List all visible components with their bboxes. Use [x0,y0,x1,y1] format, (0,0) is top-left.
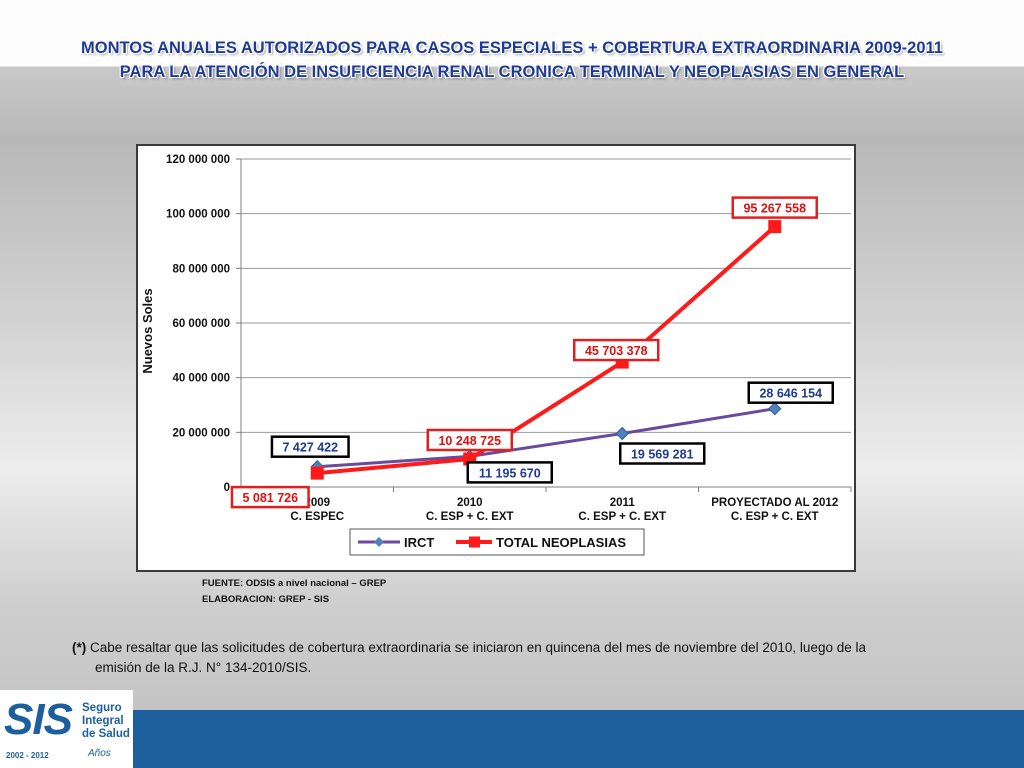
series-line-neoplasias [317,225,777,476]
logo-name-1: Seguro [82,702,122,714]
source-note: FUENTE: ODSIS a nivel nacional – GREP [202,578,387,589]
y-axis-title: Nuevos Soles [140,288,155,373]
irct-data-label: 19 569 281 [631,448,694,462]
y-tick-label: 120 000 000 [166,154,230,166]
y-tick-label: 40 000 000 [172,373,230,385]
data-label-box [747,381,834,404]
x-tick-sublabel: C. ESP + C. EXT [731,511,819,523]
line-chart: 0 20 000 000 40 000 000 60 000 000 80 000 00… [140,154,852,556]
irct-data-label: 11 195 670 [479,466,541,480]
logo-years: 2002 - 2012 [6,751,49,760]
footer-bar [0,710,1024,768]
data-label-box [619,442,706,465]
irct-data-label: 7 427 422 [282,441,338,455]
x-tick-label: PROYECTADO AL 2012 [711,497,838,509]
data-label-box [466,461,553,484]
neoplasias-data-label: 95 267 558 [743,202,806,216]
title-line-1: MONTOS ANUALES AUTORIZADOS PARA CASOS ES… [81,39,943,57]
footnote: (*) Cabe resaltar que las solicitudes de… [72,638,952,678]
x-tick-sublabel: C. ESP + C. EXT [578,511,666,523]
irct-point [768,401,782,416]
neoplasias-data-label: 10 248 725 [438,434,501,448]
legend-neoplasias-label: TOTAL NEOPLASIAS [496,535,626,550]
logo-name-3: de Salud [82,728,130,740]
footnote-mark: (*) [72,640,87,655]
irct-point [615,426,629,441]
x-tick-label: 2011 [610,497,636,509]
y-tick-label: 60 000 000 [172,318,230,330]
chart-panel: 0 20 000 000 40 000 000 60 000 000 80 000 00… [136,144,856,572]
data-label-box [426,428,513,452]
irct-data-label: 28 646 154 [759,387,822,401]
legend-irct-label: IRCT [404,535,434,550]
neoplasias-data-label: 45 703 378 [585,344,648,358]
page-title: MONTOS ANUALES AUTORIZADOS PARA CASOS ES… [0,36,1024,84]
y-tick-label: 0 [224,482,230,494]
elaboration-note: ELABORACION: GREP - SIS [202,594,330,605]
data-label-box [573,338,660,362]
data-label-box [731,196,818,219]
x-tick-label: 2009 [304,497,330,509]
y-tick-label: 20 000 000 [172,427,230,439]
footnote-text-2: emisión de la R.J. N° 134-2010/SIS. [95,660,312,675]
y-tick-label: 100 000 000 [166,209,230,221]
legend-irct-marker [374,537,384,547]
sis-logo: SIS Seguro Integral de Salud 2002 - 2012… [0,690,133,768]
neoplasias-point [768,220,782,234]
x-tick-sublabel: C. ESP + C. EXT [426,511,514,523]
data-label-box [230,485,310,509]
y-tick-label: 80 000 000 [172,263,230,275]
x-tick-sublabel: C. ESPEC [290,511,344,523]
logo-name-2: Integral [82,715,124,727]
footnote-text-1: Cabe resaltar que las solicitudes de cob… [90,640,866,655]
x-tick-label: 2010 [457,497,483,509]
logo-sis-text: SIS [4,695,73,744]
legend-neoplasias-marker [469,536,480,548]
logo-name: Seguro Integral de Salud [82,702,130,741]
neoplasias-point [310,466,324,480]
neoplasias-data-label: 5 081 726 [242,491,298,505]
data-label-box [270,435,350,458]
logo-script: Años [88,748,111,759]
series-line-irct [317,407,775,469]
title-line-2: PARA LA ATENCIÓN DE INSUFICIENCIA RENAL … [119,63,905,81]
